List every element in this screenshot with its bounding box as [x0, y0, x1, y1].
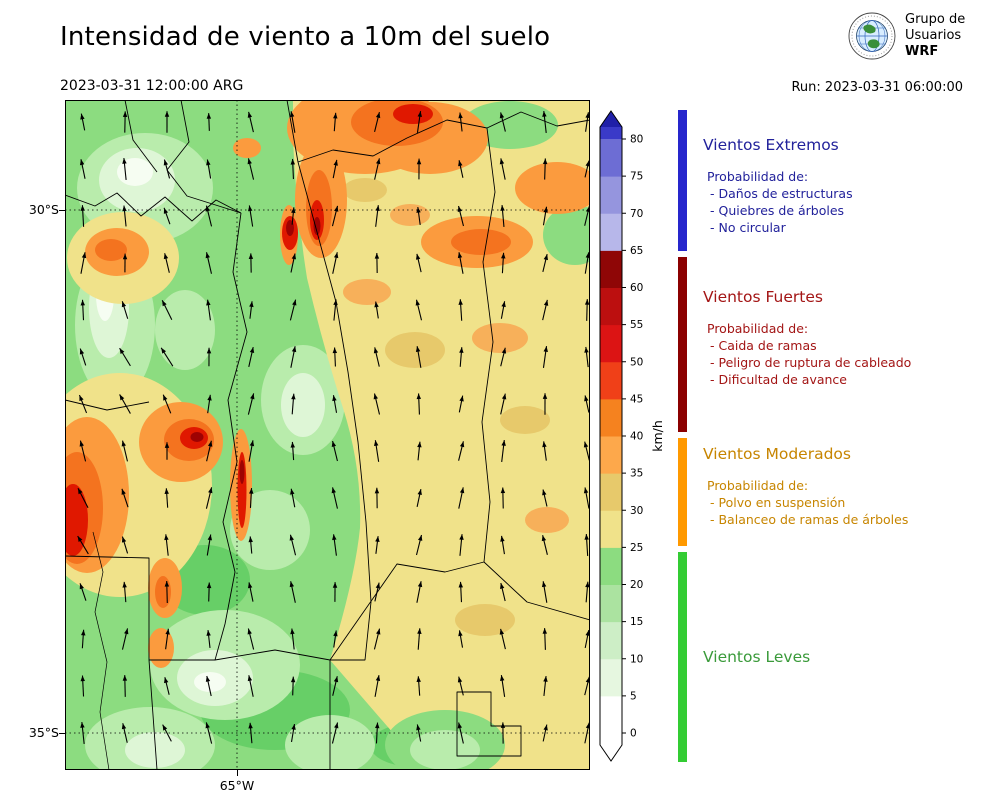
legend-prob-label: Probabilidad de:	[707, 321, 809, 336]
y-tick-35s	[59, 733, 65, 734]
svg-text:30: 30	[630, 505, 643, 517]
legend-item: - Caida de ramas	[710, 338, 817, 353]
svg-text:60: 60	[630, 282, 643, 294]
svg-text:75: 75	[630, 171, 643, 183]
globe-icon	[848, 12, 896, 60]
logo-line-1: Grupo de	[905, 12, 966, 27]
svg-text:50: 50	[630, 356, 643, 368]
legend-item: - Balanceo de ramas de árboles	[710, 512, 909, 527]
svg-text:70: 70	[630, 208, 643, 220]
wind-arrows-layer	[77, 111, 590, 744]
page-title: Intensidad de viento a 10m del suelo	[60, 22, 551, 52]
legend-section-extremos: Vientos Extremos Probabilidad de: - Daño…	[703, 136, 995, 235]
wrf-users-logo: Grupo de Usuarios WRF	[846, 8, 965, 64]
legend-bar-leves	[678, 552, 687, 762]
legend-title-leves: Vientos Leves	[703, 648, 811, 666]
legend-item: - No circular	[710, 220, 786, 235]
logo-text: Grupo de Usuarios WRF	[905, 8, 965, 60]
legend-item: - Polvo en suspensión	[710, 495, 846, 510]
contour-fill-layer	[65, 100, 590, 770]
legend-title-extremos: Vientos Extremos	[703, 136, 839, 154]
svg-text:40: 40	[630, 431, 643, 443]
svg-text:25: 25	[630, 542, 643, 554]
legend-prob-label: Probabilidad de:	[707, 169, 809, 184]
legend-item: - Dificultad de avance	[710, 372, 847, 387]
svg-text:5: 5	[630, 690, 637, 702]
colorbar: 0 5 10 15 20 25 30 35 40 45 50 55 60 65 70 75 80	[599, 110, 643, 762]
y-axis-label-30s: 30°S	[28, 202, 59, 217]
svg-text:55: 55	[630, 319, 643, 331]
legend-bar-moderados	[678, 438, 687, 546]
svg-text:20: 20	[630, 579, 643, 591]
svg-text:35: 35	[630, 468, 643, 480]
y-tick-30s	[59, 210, 65, 211]
colorbar-unit-label: km/h	[650, 420, 665, 452]
legend-section-moderados: Vientos Moderados Probabilidad de: - Pol…	[703, 445, 995, 527]
valid-time-label: 2023-03-31 12:00:00 ARG	[60, 78, 244, 94]
map-frame	[65, 100, 590, 770]
legend-title-moderados: Vientos Moderados	[703, 445, 851, 463]
logo-line-3: WRF	[905, 44, 939, 59]
svg-text:65: 65	[630, 245, 643, 257]
legend-section-leves: Vientos Leves	[703, 648, 995, 666]
legend-section-fuertes: Vientos Fuertes Probabilidad de: - Caida…	[703, 288, 995, 387]
x-tick-65w	[237, 770, 238, 776]
run-time-label: Run: 2023-03-31 06:00:00	[791, 80, 963, 95]
legend-title-fuertes: Vientos Fuertes	[703, 288, 823, 306]
legend-item: - Quiebres de árboles	[710, 203, 845, 218]
legend-bar-fuertes	[678, 257, 687, 432]
svg-text:15: 15	[630, 616, 643, 628]
svg-text:80: 80	[630, 134, 643, 146]
x-axis-label-65w: 65°W	[219, 778, 255, 793]
logo-line-2: Usuarios	[905, 28, 962, 43]
legend-bar-extremos	[678, 110, 687, 251]
svg-text:0: 0	[630, 728, 637, 740]
legend-item: - Daños de estructuras	[710, 186, 853, 201]
svg-text:10: 10	[630, 653, 643, 665]
legend-item: - Peligro de ruptura de cableado	[710, 355, 912, 370]
y-axis-label-35s: 35°S	[28, 725, 59, 740]
legend-prob-label: Probabilidad de:	[707, 478, 809, 493]
wind-map: 30°S 35°S 65°W	[29, 100, 590, 793]
svg-text:45: 45	[630, 393, 643, 405]
wind-map-canvas	[65, 100, 590, 770]
